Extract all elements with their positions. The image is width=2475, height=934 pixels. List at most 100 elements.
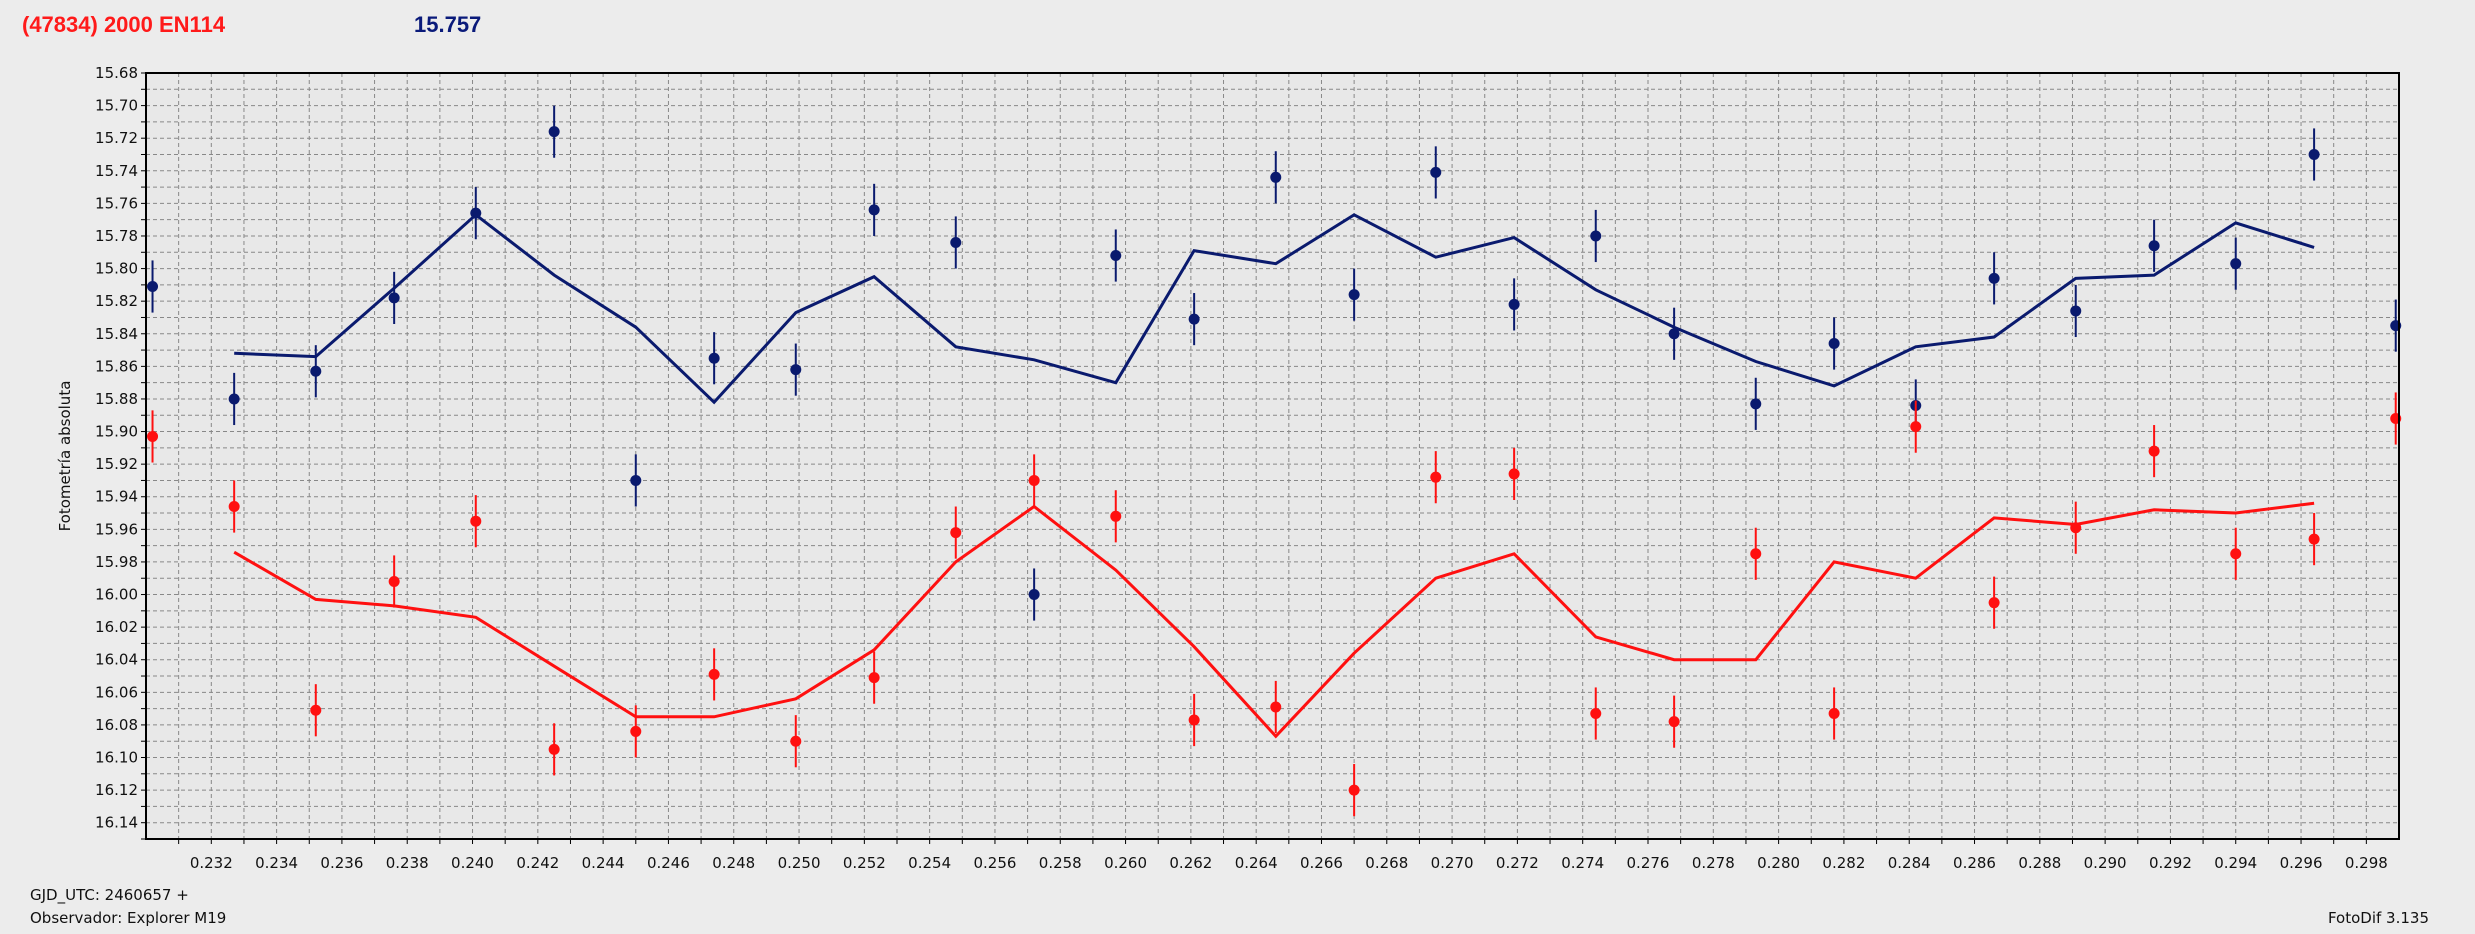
data-point-0 — [1028, 589, 1040, 601]
y-tick-label: 16.08 — [95, 716, 138, 734]
y-axis-label: Fotometría absoluta — [56, 381, 74, 532]
x-tick-label: 0.242 — [516, 854, 559, 872]
data-point-0 — [1430, 166, 1442, 178]
x-tick-label: 0.296 — [2280, 854, 2323, 872]
x-tick-label: 0.266 — [1300, 854, 1343, 872]
data-point-0 — [1590, 230, 1602, 242]
x-tick-label: 0.278 — [1692, 854, 1735, 872]
data-point-0 — [1508, 298, 1520, 310]
y-tick-label: 15.74 — [95, 162, 138, 180]
y-tick-label: 15.92 — [95, 455, 138, 473]
data-point-1 — [1508, 468, 1520, 480]
plot-area — [146, 73, 2399, 839]
x-tick-label: 0.284 — [1888, 854, 1931, 872]
y-tick-label: 15.72 — [95, 129, 138, 147]
y-tick-label: 16.04 — [95, 651, 138, 669]
data-point-1 — [2070, 522, 2082, 534]
data-point-1 — [228, 501, 240, 513]
data-point-0 — [1750, 398, 1762, 410]
data-point-0 — [950, 236, 962, 248]
y-axis-ticks: 15.68 15.70 15.72 15.74 15.76 15.78 15.80 15.82… — [95, 64, 146, 840]
data-point-0 — [868, 204, 880, 216]
data-point-0 — [548, 126, 560, 138]
model-line-0 — [234, 212, 2315, 405]
data-point-0 — [2148, 240, 2160, 252]
y-tick-label: 15.90 — [95, 423, 138, 441]
data-point-1 — [147, 430, 159, 442]
x-tick-label: 0.254 — [908, 854, 951, 872]
x-tick-label: 0.290 — [2084, 854, 2127, 872]
data-point-1 — [1188, 714, 1200, 726]
data-point-0 — [790, 364, 802, 376]
data-point-0 — [1348, 289, 1360, 301]
data-point-1 — [1348, 784, 1360, 796]
y-tick-label: 16.10 — [95, 749, 138, 767]
data-point-0 — [1270, 171, 1282, 183]
data-point-0 — [388, 292, 400, 304]
data-point-1 — [868, 672, 880, 684]
y-tick-label: 15.80 — [95, 260, 138, 278]
data-point-1 — [1590, 708, 1602, 720]
data-point-1 — [388, 575, 400, 587]
y-tick-label: 16.06 — [95, 683, 138, 701]
data-point-1 — [548, 743, 560, 755]
x-tick-label: 0.244 — [582, 854, 625, 872]
data-point-1 — [950, 527, 962, 539]
x-tick-label: 0.280 — [1757, 854, 1800, 872]
x-tick-label: 0.250 — [778, 854, 821, 872]
data-point-0 — [147, 281, 159, 293]
y-tick-label: 16.00 — [95, 586, 138, 604]
x-tick-label: 0.232 — [190, 854, 233, 872]
x-tick-label: 0.238 — [386, 854, 429, 872]
data-point-0 — [228, 393, 240, 405]
x-tick-label: 0.294 — [2214, 854, 2257, 872]
x-tick-label: 0.276 — [1627, 854, 1670, 872]
data-point-0 — [1188, 313, 1200, 325]
model-lines — [233, 212, 2315, 739]
x-tick-label: 0.288 — [2018, 854, 2061, 872]
x-tick-label: 0.272 — [1496, 854, 1539, 872]
x-axis-ticks: 0.232 0.234 0.236 0.238 0.240 0.242 0.244 0.246… — [178, 839, 2388, 872]
data-point-0 — [1668, 328, 1680, 340]
data-point-1 — [708, 668, 720, 680]
y-tick-label: 15.76 — [95, 194, 138, 212]
x-tick-label: 0.256 — [973, 854, 1016, 872]
data-point-0 — [2230, 258, 2242, 270]
x-tick-label: 0.270 — [1431, 854, 1474, 872]
x-tick-label: 0.298 — [2345, 854, 2388, 872]
y-tick-label: 15.84 — [95, 325, 138, 343]
y-tick-label: 16.12 — [95, 781, 138, 799]
x-tick-label: 0.258 — [1039, 854, 1082, 872]
data-point-1 — [1668, 716, 1680, 728]
data-point-1 — [2308, 533, 2320, 545]
data-point-0 — [708, 352, 720, 364]
x-tick-label: 0.264 — [1235, 854, 1278, 872]
y-tick-label: 15.86 — [95, 357, 138, 375]
data-point-1 — [1988, 597, 2000, 609]
gjd-label: GJD_UTC: 2460657 + — [30, 886, 189, 904]
y-tick-label: 16.02 — [95, 618, 138, 636]
data-point-1 — [1270, 701, 1282, 713]
data-point-0 — [470, 207, 482, 219]
data-point-1 — [1828, 708, 1840, 720]
plot-frame — [145, 72, 2400, 840]
x-tick-label: 0.248 — [712, 854, 755, 872]
data-point-0 — [630, 474, 642, 486]
y-tick-label: 15.88 — [95, 390, 138, 408]
y-tick-label: 15.94 — [95, 488, 138, 506]
y-tick-label: 15.96 — [95, 520, 138, 538]
data-point-0 — [310, 365, 322, 377]
data-point-0 — [1110, 250, 1122, 262]
data-point-1 — [790, 735, 802, 747]
data-point-1 — [1910, 421, 1922, 433]
x-tick-label: 0.252 — [843, 854, 886, 872]
x-tick-label: 0.286 — [1953, 854, 1996, 872]
data-points — [147, 105, 2402, 817]
y-tick-label: 16.14 — [95, 814, 138, 832]
x-tick-label: 0.268 — [1365, 854, 1408, 872]
grid-lines — [146, 72, 2399, 840]
data-point-1 — [2148, 445, 2160, 457]
data-point-1 — [2230, 548, 2242, 560]
x-tick-label: 0.236 — [320, 854, 363, 872]
x-tick-label: 0.282 — [1822, 854, 1865, 872]
